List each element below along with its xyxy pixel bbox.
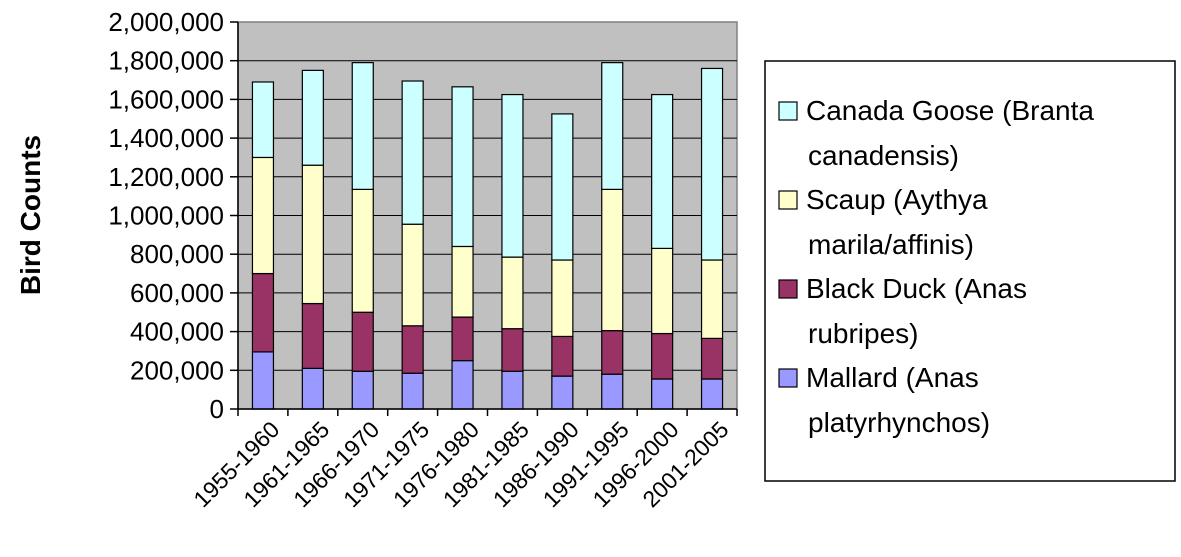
bar-segment	[301, 164, 324, 305]
bar-segment	[700, 378, 724, 410]
bar-segment	[651, 93, 674, 249]
bar-segment	[501, 93, 524, 258]
bar-segment	[551, 259, 574, 338]
bar-segment	[351, 311, 374, 372]
legend-label: marila/affinis)	[808, 229, 974, 260]
legend-label: platyrhynchos)	[808, 407, 990, 438]
bar-segment	[401, 372, 424, 410]
bar-segment	[351, 370, 374, 410]
y-tick-label: 1,400,000	[108, 123, 224, 153]
y-tick-label: 400,000	[130, 317, 224, 347]
bar-segment	[601, 330, 624, 375]
legend: Canada Goose (Branta canadensis) Scaup (Ay…	[764, 60, 1176, 482]
y-tick-label: 1,800,000	[108, 46, 224, 76]
bar-segment	[651, 378, 674, 410]
bar-segment	[651, 332, 674, 380]
bar-segment	[451, 360, 474, 410]
bar-segment	[451, 316, 474, 362]
legend-box	[764, 60, 1176, 482]
bar-segment	[501, 256, 524, 330]
bar-segment	[551, 335, 574, 377]
bar-segment	[651, 247, 674, 335]
legend-label: Scaup (Aythya	[806, 184, 988, 215]
y-tick-label: 1,200,000	[108, 162, 224, 192]
bar-segment	[401, 223, 424, 327]
bar-segment	[301, 302, 324, 369]
y-tick-label: 600,000	[130, 278, 224, 308]
bar-segment	[401, 325, 424, 374]
y-tick-label: 1,600,000	[108, 84, 224, 114]
bar-segment	[451, 245, 474, 318]
y-tick-label: 2,000,000	[108, 7, 224, 37]
bar-segment	[251, 81, 275, 159]
bar-segment	[601, 188, 624, 332]
y-axis-label: Bird Counts	[15, 135, 46, 295]
bar-segment	[251, 351, 275, 410]
bar-segment	[251, 156, 275, 275]
y-tick-label: 200,000	[130, 355, 224, 385]
bar-segment	[700, 67, 724, 261]
legend-swatch	[778, 279, 798, 299]
bar-segment	[351, 62, 374, 190]
bar-segment	[501, 370, 524, 410]
bar-segment	[351, 188, 374, 313]
bar-segment	[301, 69, 324, 166]
bar-segment	[700, 259, 724, 339]
bar-segment	[551, 113, 574, 261]
legend-label: Mallard (Anas	[806, 362, 979, 393]
legend-label: canadensis)	[808, 140, 959, 171]
bar-segment	[301, 367, 324, 410]
y-tick-label: 0	[210, 394, 224, 424]
legend-swatch	[778, 101, 798, 121]
bar-segment	[501, 328, 524, 372]
bar-segment	[700, 337, 724, 380]
bar-segment	[401, 80, 424, 225]
legend-label: rubripes)	[808, 318, 918, 349]
y-tick-label: 1,000,000	[108, 201, 224, 231]
bar-segment	[601, 373, 624, 410]
legend-label: Black Duck (Anas	[806, 273, 1027, 304]
bar-segment	[451, 86, 474, 248]
bar-segment	[601, 62, 624, 190]
plot-area: 0 200,000 400,000 600,000 800,000 1,000,000 1,…	[108, 7, 738, 512]
bar-segment	[551, 375, 574, 410]
y-tick-label: 800,000	[130, 239, 224, 269]
bar-segment	[251, 272, 275, 353]
legend-swatch	[778, 368, 798, 388]
legend-swatch	[778, 190, 798, 210]
legend-label: Canada Goose (Branta	[806, 95, 1094, 126]
